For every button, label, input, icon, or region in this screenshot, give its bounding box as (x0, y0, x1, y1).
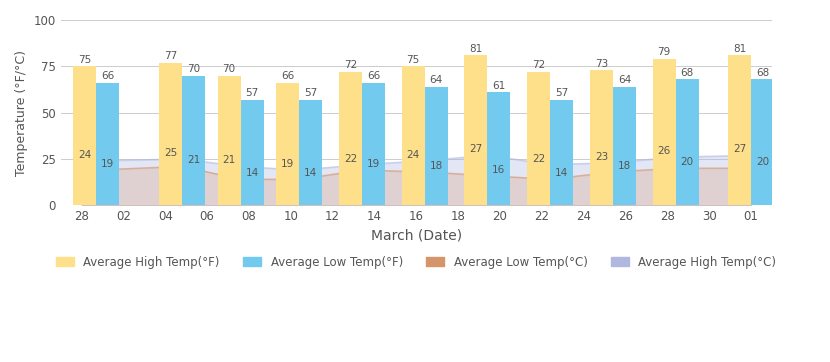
Text: 66: 66 (367, 71, 380, 81)
Text: 22: 22 (532, 153, 545, 164)
Text: 27: 27 (469, 144, 482, 154)
Text: 25: 25 (164, 148, 177, 158)
Text: 79: 79 (657, 47, 671, 58)
Text: 66: 66 (101, 71, 115, 81)
Text: 75: 75 (78, 55, 91, 65)
Text: 66: 66 (281, 71, 295, 81)
Bar (465, 55, 487, 205)
Bar (96, 83, 120, 205)
Text: 24: 24 (78, 150, 91, 160)
Text: 22: 22 (344, 153, 357, 164)
Text: 72: 72 (532, 60, 545, 70)
Bar (73, 66, 96, 205)
Text: 26: 26 (657, 146, 671, 156)
Bar (590, 70, 613, 205)
Bar (217, 76, 241, 205)
Bar (276, 83, 299, 205)
Text: 72: 72 (344, 60, 357, 70)
Bar (550, 100, 574, 205)
Text: 70: 70 (222, 64, 236, 74)
Bar (299, 100, 322, 205)
Text: 24: 24 (407, 150, 420, 160)
Bar (676, 79, 699, 205)
Text: 61: 61 (492, 81, 505, 91)
Bar (402, 66, 425, 205)
Text: 73: 73 (595, 59, 608, 68)
Bar (487, 92, 510, 205)
Text: 21: 21 (222, 155, 236, 165)
Text: 64: 64 (430, 75, 442, 85)
Text: 68: 68 (681, 68, 694, 78)
Text: 57: 57 (555, 88, 569, 98)
Text: 70: 70 (187, 64, 200, 74)
Text: 68: 68 (756, 68, 769, 78)
Text: 18: 18 (430, 161, 442, 171)
Bar (425, 87, 447, 205)
Text: 14: 14 (246, 168, 259, 178)
Bar (613, 87, 636, 205)
Bar (751, 79, 774, 205)
Text: 16: 16 (492, 165, 505, 174)
Text: 21: 21 (187, 155, 200, 165)
Text: 57: 57 (246, 88, 259, 98)
Text: 23: 23 (595, 152, 608, 162)
Bar (652, 59, 676, 205)
Text: 57: 57 (304, 88, 317, 98)
Text: 20: 20 (681, 157, 694, 167)
Text: 19: 19 (101, 159, 115, 169)
Y-axis label: Temperature (°F/°C): Temperature (°F/°C) (15, 50, 28, 176)
Text: 27: 27 (733, 144, 746, 154)
X-axis label: March (Date): March (Date) (371, 229, 461, 243)
Legend: Average High Temp(°F), Average Low Temp(°F), Average Low Temp(°C), Average High : Average High Temp(°F), Average Low Temp(… (51, 251, 781, 273)
Text: 81: 81 (733, 44, 746, 54)
Bar (159, 63, 182, 205)
Text: 81: 81 (469, 44, 482, 54)
Text: 75: 75 (407, 55, 420, 65)
Text: 77: 77 (164, 51, 177, 61)
Bar (362, 83, 385, 205)
Text: 20: 20 (756, 157, 769, 167)
Bar (339, 72, 362, 205)
Text: 64: 64 (618, 75, 631, 85)
Bar (241, 100, 264, 205)
Text: 19: 19 (281, 159, 295, 169)
Bar (728, 55, 751, 205)
Text: 14: 14 (304, 168, 317, 178)
Text: 14: 14 (555, 168, 569, 178)
Bar (182, 76, 205, 205)
Text: 18: 18 (618, 161, 631, 171)
Bar (527, 72, 550, 205)
Text: 19: 19 (367, 159, 380, 169)
